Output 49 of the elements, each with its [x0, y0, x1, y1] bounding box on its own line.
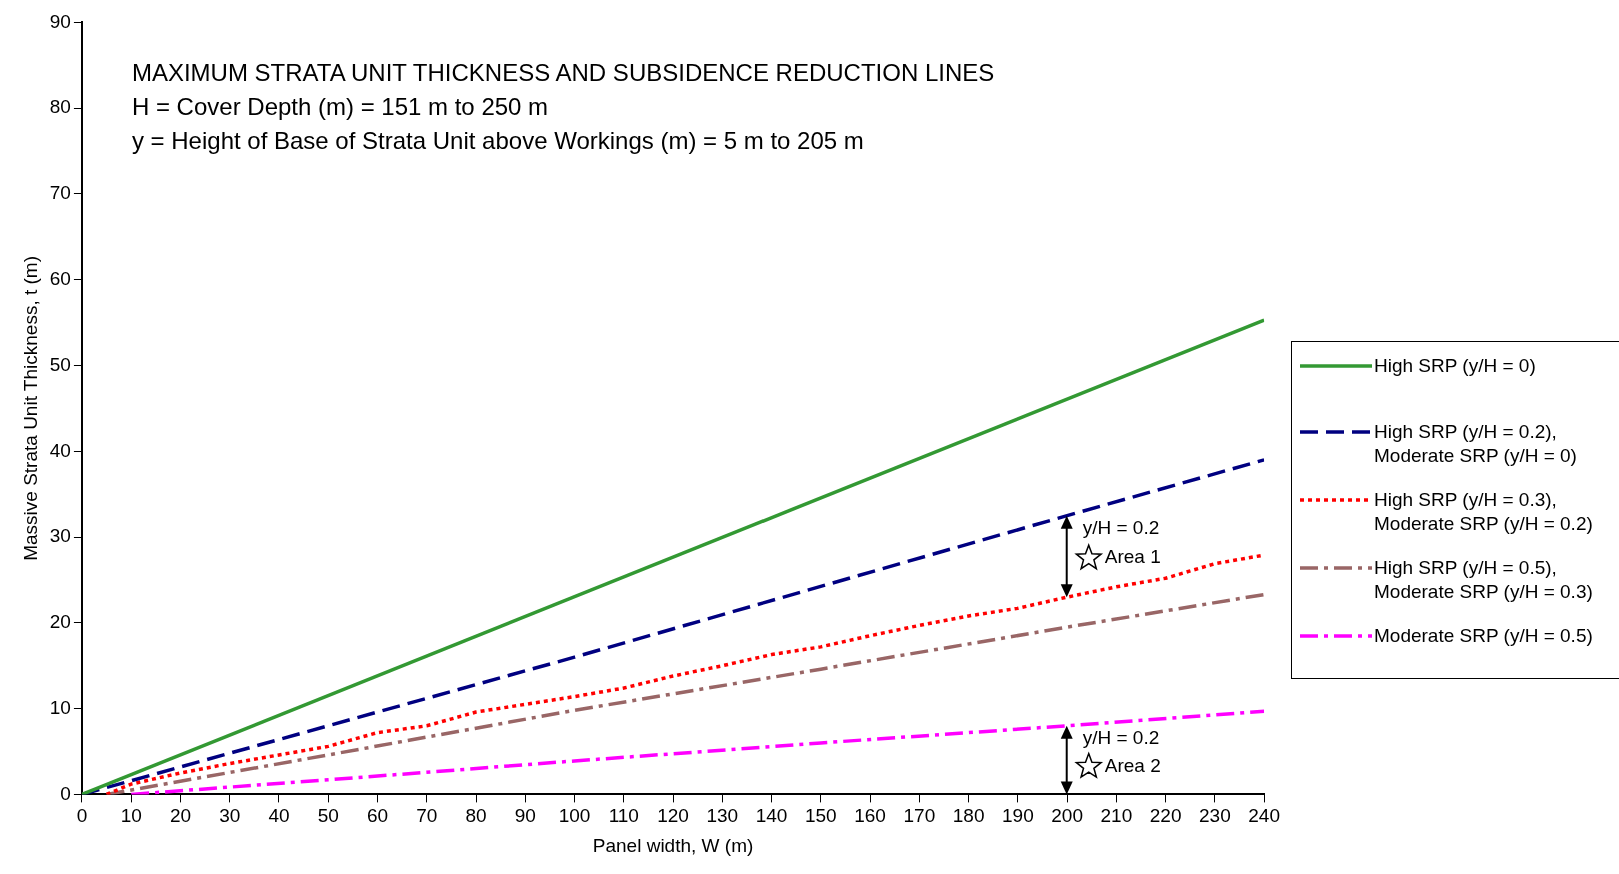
- x-tick-label: 130: [706, 805, 739, 827]
- y-tick-label: 60: [49, 267, 71, 289]
- annotation: y/H = 0.2: [1082, 727, 1160, 749]
- y-tick-label: 0: [60, 782, 71, 804]
- x-tick-label: 150: [804, 805, 837, 827]
- legend-label: High SRP (y/H = 0.2), Moderate SRP (y/H = 0): [1374, 420, 1578, 468]
- legend-label: High SRP (y/H = 0.3), Moderate SRP (y/H = 0.2): [1374, 488, 1594, 536]
- x-tick-label: 20: [169, 805, 192, 827]
- x-tick-label: 0: [76, 805, 88, 827]
- y-tick-label: 40: [49, 439, 71, 461]
- y-tick-label: 10: [49, 696, 71, 718]
- y-tick-label: 50: [49, 353, 71, 375]
- x-tick-label: 160: [854, 805, 886, 827]
- y-tick-label: 90: [49, 10, 71, 32]
- annotation: Area 1: [1104, 546, 1161, 568]
- legend-label: High SRP (y/H = 0): [1374, 354, 1537, 378]
- legend-label: Moderate SRP (y/H = 0.5): [1374, 624, 1594, 648]
- x-tick-label: 60: [366, 805, 389, 827]
- y-axis-title: Massive Strata Unit Thickness, t (m): [19, 256, 41, 561]
- x-tick-label: 230: [1199, 805, 1231, 827]
- x-tick-label: 80: [465, 805, 487, 827]
- annotation: y/H = 0.2: [1082, 517, 1160, 539]
- x-tick-label: 40: [268, 805, 290, 827]
- x-tick-label: 180: [952, 805, 985, 827]
- x-tick-label: 110: [608, 805, 639, 827]
- text: MAXIMUM STRATA UNIT THICKNESS AND SUBSIDENCE REDUCTION LINES: [131, 58, 995, 89]
- x-tick-label: 70: [416, 805, 438, 827]
- x-tick-label: 120: [657, 805, 689, 827]
- x-tick-label: 210: [1100, 805, 1133, 827]
- x-tick-label: 220: [1149, 805, 1182, 827]
- annotation: Area 2: [1104, 754, 1161, 776]
- x-tick-label: 240: [1248, 805, 1280, 827]
- x-tick-label: 10: [120, 805, 142, 827]
- x-tick-label: 100: [558, 805, 591, 827]
- y-tick-label: 20: [49, 611, 71, 633]
- x-tick-label: 140: [755, 805, 788, 827]
- legend-label: High SRP (y/H = 0.5), Moderate SRP (y/H = 0.3): [1374, 556, 1594, 604]
- text: H = Cover Depth (m) = 151 m to 250 m y = Height of Base of Strata Unit above Workings (m) = 5 m to 205 m: [131, 92, 865, 157]
- x-tick-label: 90: [514, 805, 536, 827]
- y-tick-label: 80: [49, 96, 71, 118]
- x-tick-label: 30: [219, 805, 241, 827]
- y-tick-label: 70: [49, 182, 71, 204]
- x-tick-label: 190: [1002, 805, 1034, 827]
- x-tick-label: 50: [317, 805, 339, 827]
- x-tick-label: 170: [903, 805, 936, 827]
- x-axis-title: Panel width, W (m): [592, 834, 754, 856]
- x-tick-label: 200: [1051, 805, 1083, 827]
- line-series: [129, 709, 1265, 795]
- y-tick-label: 30: [49, 525, 71, 547]
